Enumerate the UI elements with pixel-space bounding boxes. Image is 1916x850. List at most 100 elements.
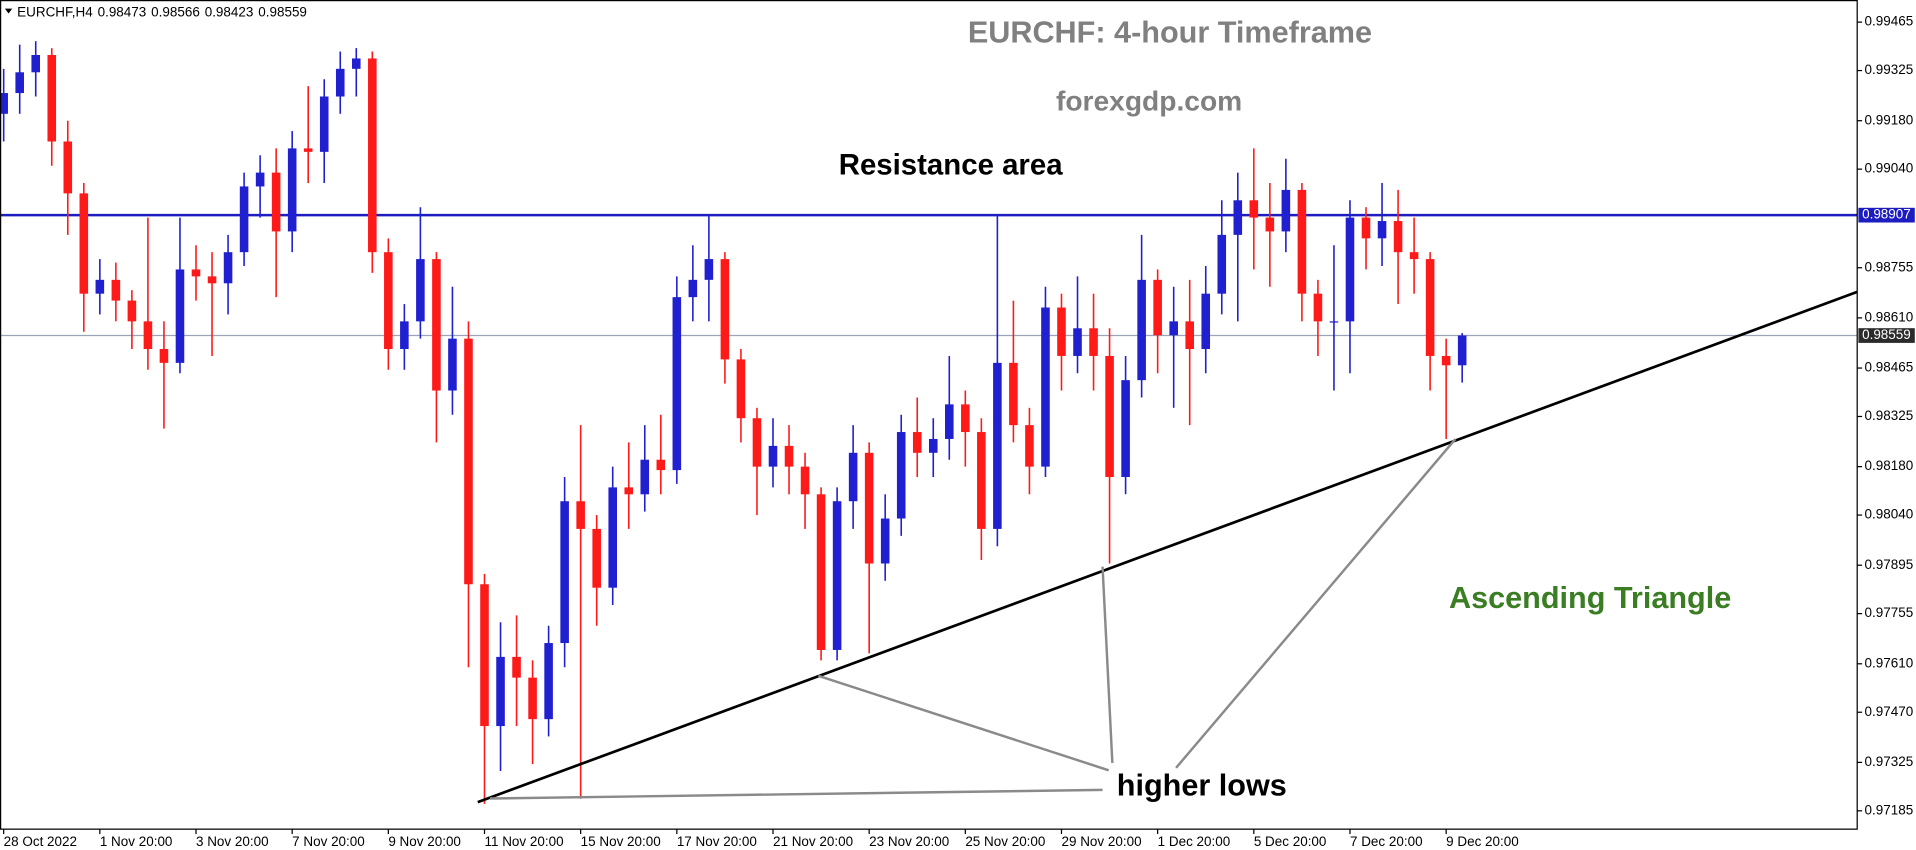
y-tick-label: 0.97185 <box>1865 802 1914 817</box>
candle-body <box>95 279 105 294</box>
high-value: 0.98566 <box>151 4 200 19</box>
candle-body <box>1377 221 1387 239</box>
candle-body <box>1137 279 1146 381</box>
y-tick-label: 0.98180 <box>1865 458 1914 473</box>
candle-body <box>159 349 169 363</box>
candle-body <box>223 252 233 284</box>
candle-body <box>977 432 986 529</box>
candle-body <box>1201 293 1211 350</box>
candle-body <box>672 297 682 471</box>
price-value-box <box>1858 328 1915 343</box>
candle-body <box>1057 307 1066 356</box>
candle-body <box>191 269 201 277</box>
symbol: EURCHF,H4 <box>17 4 93 19</box>
candle-body <box>864 452 874 564</box>
y-tick-label: 0.99325 <box>1865 62 1914 77</box>
candle-body <box>384 252 393 350</box>
candle-body <box>560 501 569 644</box>
candle-body <box>368 58 377 253</box>
candle-body <box>1345 217 1355 322</box>
candle-body <box>880 518 890 564</box>
candle-body <box>480 584 489 727</box>
candle-body <box>1329 321 1339 323</box>
x-tick-label: 9 Nov 20:00 <box>388 834 461 849</box>
candle-body <box>528 677 537 720</box>
candle-body <box>1393 221 1403 253</box>
y-tick-label: 0.98610 <box>1865 309 1914 324</box>
x-tick-label: 21 Nov 20:00 <box>773 834 853 849</box>
x-tick-label: 11 Nov 20:00 <box>485 834 564 849</box>
candle-body <box>319 96 329 152</box>
x-tick-label: 17 Nov 20:00 <box>677 834 757 849</box>
x-tick-label: 7 Nov 20:00 <box>292 834 365 849</box>
candle-body <box>464 338 473 585</box>
candle-body <box>752 418 762 467</box>
candle-body <box>1121 380 1130 478</box>
candle-body <box>720 259 730 360</box>
x-tick-label: 28 Oct 2022 <box>4 834 77 849</box>
candle-body <box>255 172 265 187</box>
x-tick-label: 15 Nov 20:00 <box>581 834 661 849</box>
candle-body <box>896 432 906 519</box>
header-info: EURCHF,H4 0.98473 0.98566 0.98423 0.98559 <box>17 4 307 19</box>
y-tick-label: 0.97610 <box>1865 655 1914 670</box>
candle-body <box>1217 234 1227 294</box>
candle-body <box>143 321 153 350</box>
y-tick-label: 0.99180 <box>1865 112 1914 127</box>
x-tick-label: 7 Dec 20:00 <box>1350 834 1423 849</box>
candle-body <box>1009 362 1018 426</box>
low-value: 0.98423 <box>205 4 254 19</box>
candle-body <box>1089 328 1098 356</box>
pattern-label: Ascending Triangle <box>1449 581 1731 615</box>
candle-body <box>832 501 842 650</box>
resistance-label: Resistance area <box>839 149 1063 182</box>
candle-body <box>848 452 858 502</box>
candle-body <box>1105 355 1114 478</box>
candle-body <box>1233 200 1243 235</box>
x-tick-label: 23 Nov 20:00 <box>869 834 949 849</box>
candle-body <box>1249 200 1259 218</box>
candle-body <box>1361 217 1371 239</box>
candle-body <box>1265 217 1275 232</box>
candle-body <box>416 259 425 322</box>
candle-body <box>736 359 746 419</box>
x-tick-label: 29 Nov 20:00 <box>1061 834 1141 849</box>
candle-body <box>351 58 361 69</box>
y-tick-label: 0.97325 <box>1865 754 1914 769</box>
x-tick-label: 1 Dec 20:00 <box>1158 834 1231 849</box>
x-tick-label: 3 Nov 20:00 <box>196 834 269 849</box>
candle-body <box>640 459 650 495</box>
open-value: 0.98473 <box>98 4 147 19</box>
candle-body <box>800 466 810 495</box>
x-tick-label: 5 Dec 20:00 <box>1254 834 1327 849</box>
y-tick-label: 0.98465 <box>1865 360 1914 375</box>
candle-body <box>15 72 24 94</box>
candle-body <box>592 528 601 588</box>
candle-body <box>1025 425 1034 467</box>
candle-body <box>784 445 794 467</box>
y-tick-label: 0.99040 <box>1865 161 1914 176</box>
candle-body <box>303 148 313 152</box>
candle-body <box>63 141 73 194</box>
trendline <box>477 290 1858 804</box>
higher-lows-label: higher lows <box>1117 769 1287 803</box>
candle-body <box>1281 189 1291 232</box>
candle-body <box>1409 252 1419 260</box>
candle-body <box>239 186 249 253</box>
candle-body <box>704 259 714 280</box>
candle-body <box>271 172 281 232</box>
plot-marks <box>0 41 1858 804</box>
candle-body <box>175 269 185 363</box>
pointer-line <box>1101 566 1114 763</box>
candle-body <box>1313 293 1323 322</box>
candle-body <box>400 321 409 350</box>
candle-body <box>1185 321 1194 350</box>
candle-body <box>1073 328 1082 356</box>
candle-body <box>31 54 41 73</box>
candle-body <box>1441 355 1451 366</box>
resistance-value-box <box>1858 207 1915 223</box>
candle-body <box>1153 279 1162 336</box>
candle-body <box>448 338 457 391</box>
candle-body <box>1041 307 1050 467</box>
